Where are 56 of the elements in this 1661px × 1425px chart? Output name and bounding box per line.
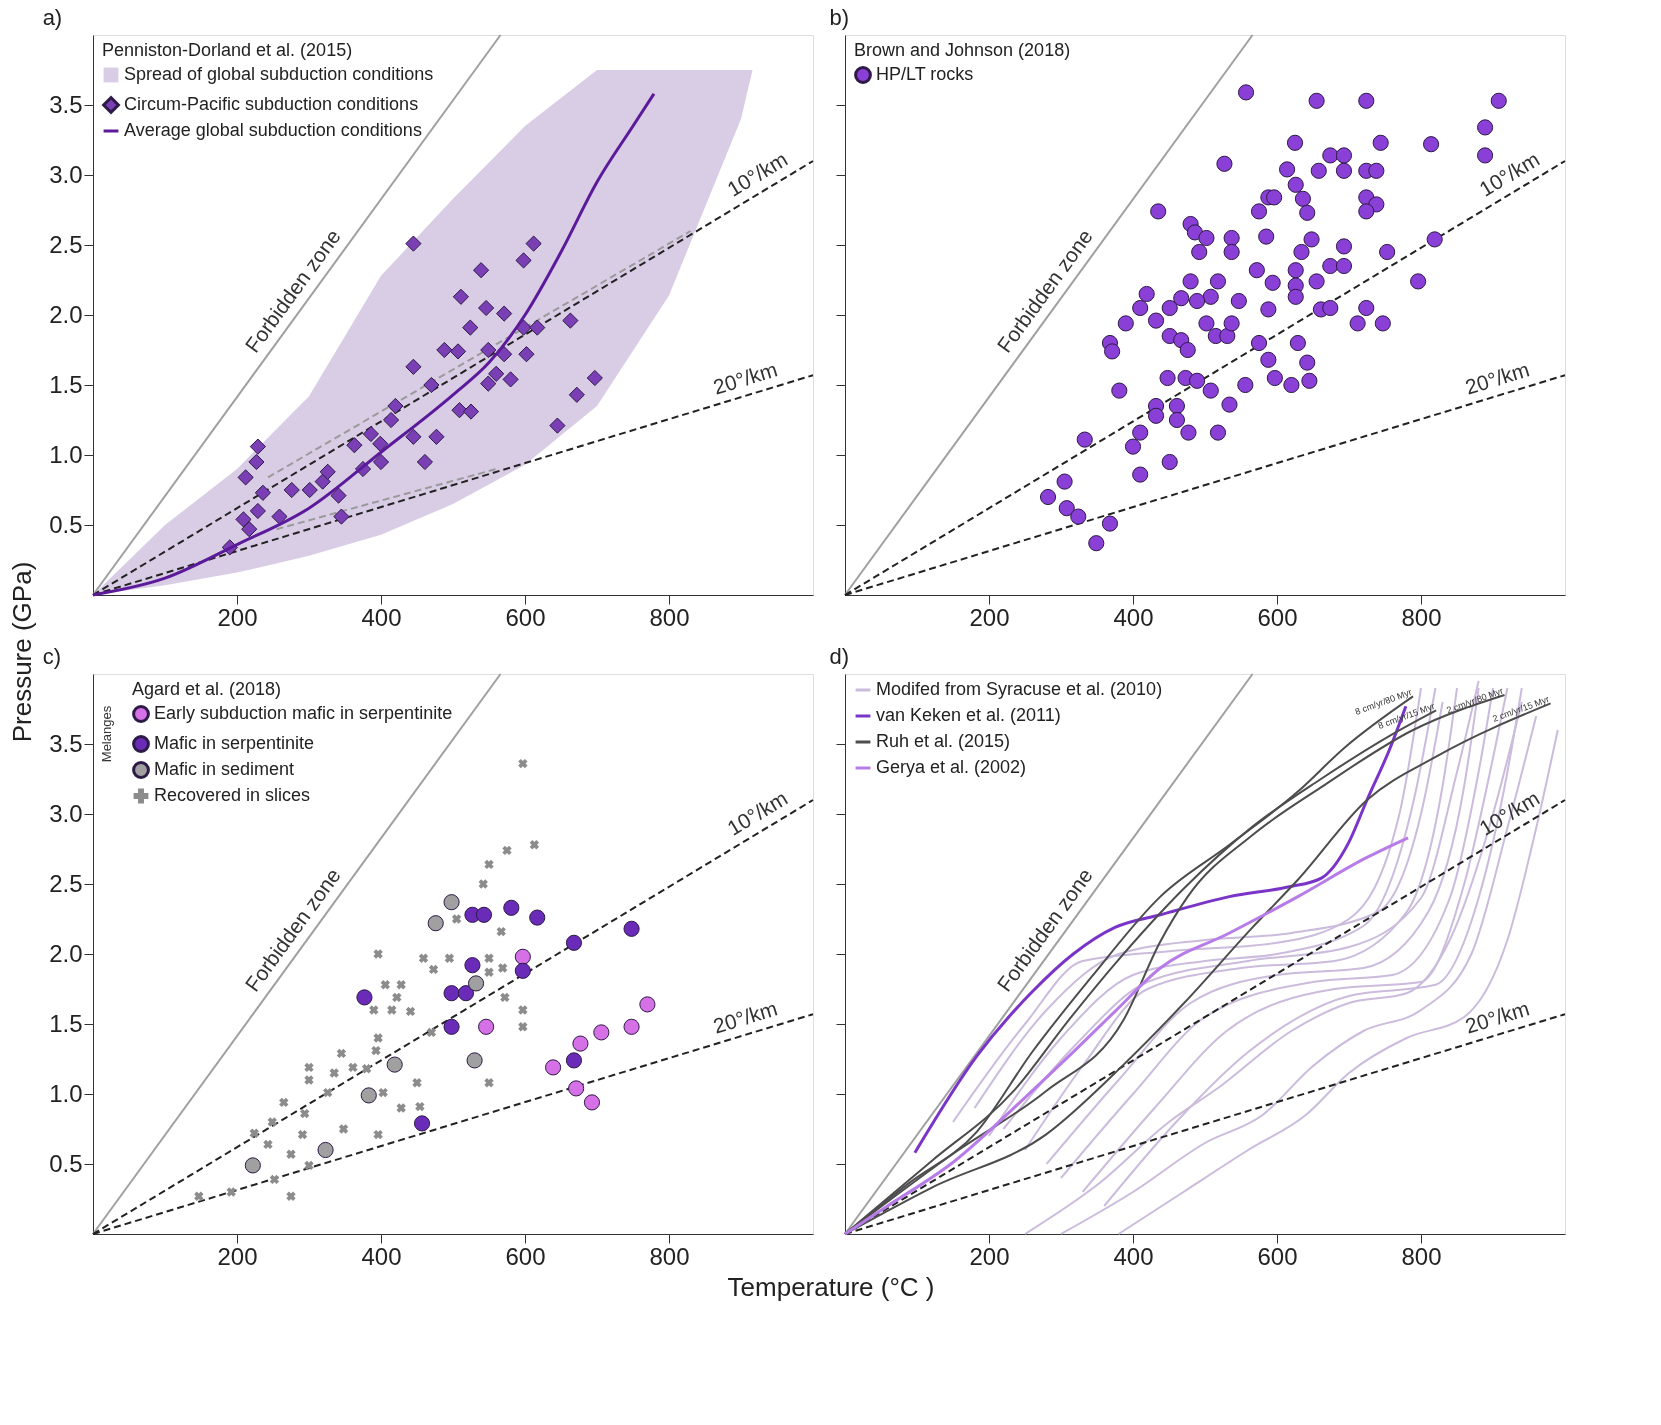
- y-tick-label: 0.5: [49, 510, 83, 538]
- legend-title: Agard et al. (2018): [132, 679, 282, 699]
- x-tick-label: 400: [1113, 603, 1154, 631]
- legend-label: Gerya et al. (2002): [876, 757, 1027, 777]
- x-tick-label: 600: [1257, 1242, 1298, 1270]
- legend-label: van Keken et al. (2011): [876, 705, 1061, 725]
- x-tick-label: 800: [1401, 1242, 1442, 1270]
- x-tick-label: 800: [649, 1242, 690, 1270]
- legend-label: Early subduction mafic in serpentinite: [154, 703, 453, 723]
- x-axis-title: Temperature (°C ): [727, 1272, 935, 1302]
- y-tick-label: 1.5: [49, 370, 83, 398]
- y-tick-label: 0.5: [49, 1149, 83, 1177]
- x-tick-label: 800: [649, 603, 690, 631]
- legend-label: Spread of global subduction conditions: [124, 64, 434, 84]
- legend-label: Mafic in serpentinite: [154, 733, 315, 753]
- legend-label: Ruh et al. (2015): [876, 731, 1011, 751]
- x-tick-label: 600: [505, 1242, 546, 1270]
- y-tick-label: 2.0: [49, 939, 83, 967]
- y-tick-label: 2.5: [49, 230, 83, 258]
- y-tick-label: 3.0: [49, 799, 83, 827]
- legend-label: Mafic in sediment: [154, 759, 295, 779]
- annotation: 20°/km: [710, 357, 780, 399]
- x-tick-label: 600: [1257, 603, 1298, 631]
- x-tick-label: 200: [969, 1242, 1010, 1270]
- y-tick-label: 2.0: [49, 300, 83, 328]
- x-tick-label: 600: [505, 603, 546, 631]
- legend-label: Circum-Pacific subduction conditions: [124, 94, 419, 114]
- y-axis-title: Pressure (GPa): [7, 561, 37, 743]
- x-tick-label: 800: [1401, 603, 1442, 631]
- annotation: 20°/km: [710, 996, 780, 1038]
- y-tick-label: 3.0: [49, 160, 83, 188]
- y-tick-label: 2.5: [49, 869, 83, 897]
- legend-label: HP/LT rocks: [876, 64, 974, 84]
- x-tick-label: 400: [361, 603, 402, 631]
- chart-title: a): [42, 5, 63, 30]
- annotation: 20°/km: [1462, 996, 1532, 1038]
- x-tick-label: 400: [1113, 1242, 1154, 1270]
- y-tick-label: 3.5: [49, 729, 83, 757]
- legend-label: Modifed from Syracuse et al. (2010): [876, 679, 1163, 699]
- legend-title: Brown and Johnson (2018): [854, 40, 1071, 60]
- x-tick-label: 200: [969, 603, 1010, 631]
- x-tick-label: 200: [217, 603, 258, 631]
- y-tick-label: 3.5: [49, 90, 83, 118]
- annotation: 20°/km: [1462, 357, 1532, 399]
- chart-title: c): [42, 644, 61, 669]
- chart-title: d): [829, 644, 850, 669]
- y-tick-label: 1.0: [49, 1079, 83, 1107]
- x-tick-label: 400: [361, 1242, 402, 1270]
- legend-title: Penniston-Dorland et al. (2015): [102, 40, 353, 60]
- legend-label: Average global subduction conditions: [124, 120, 422, 140]
- chart-title: b): [829, 5, 850, 30]
- annotation: Melanges: [99, 705, 114, 763]
- y-tick-label: 1.0: [49, 440, 83, 468]
- legend-label: Recovered in slices: [154, 785, 311, 805]
- y-tick-label: 1.5: [49, 1009, 83, 1037]
- x-tick-label: 200: [217, 1242, 258, 1270]
